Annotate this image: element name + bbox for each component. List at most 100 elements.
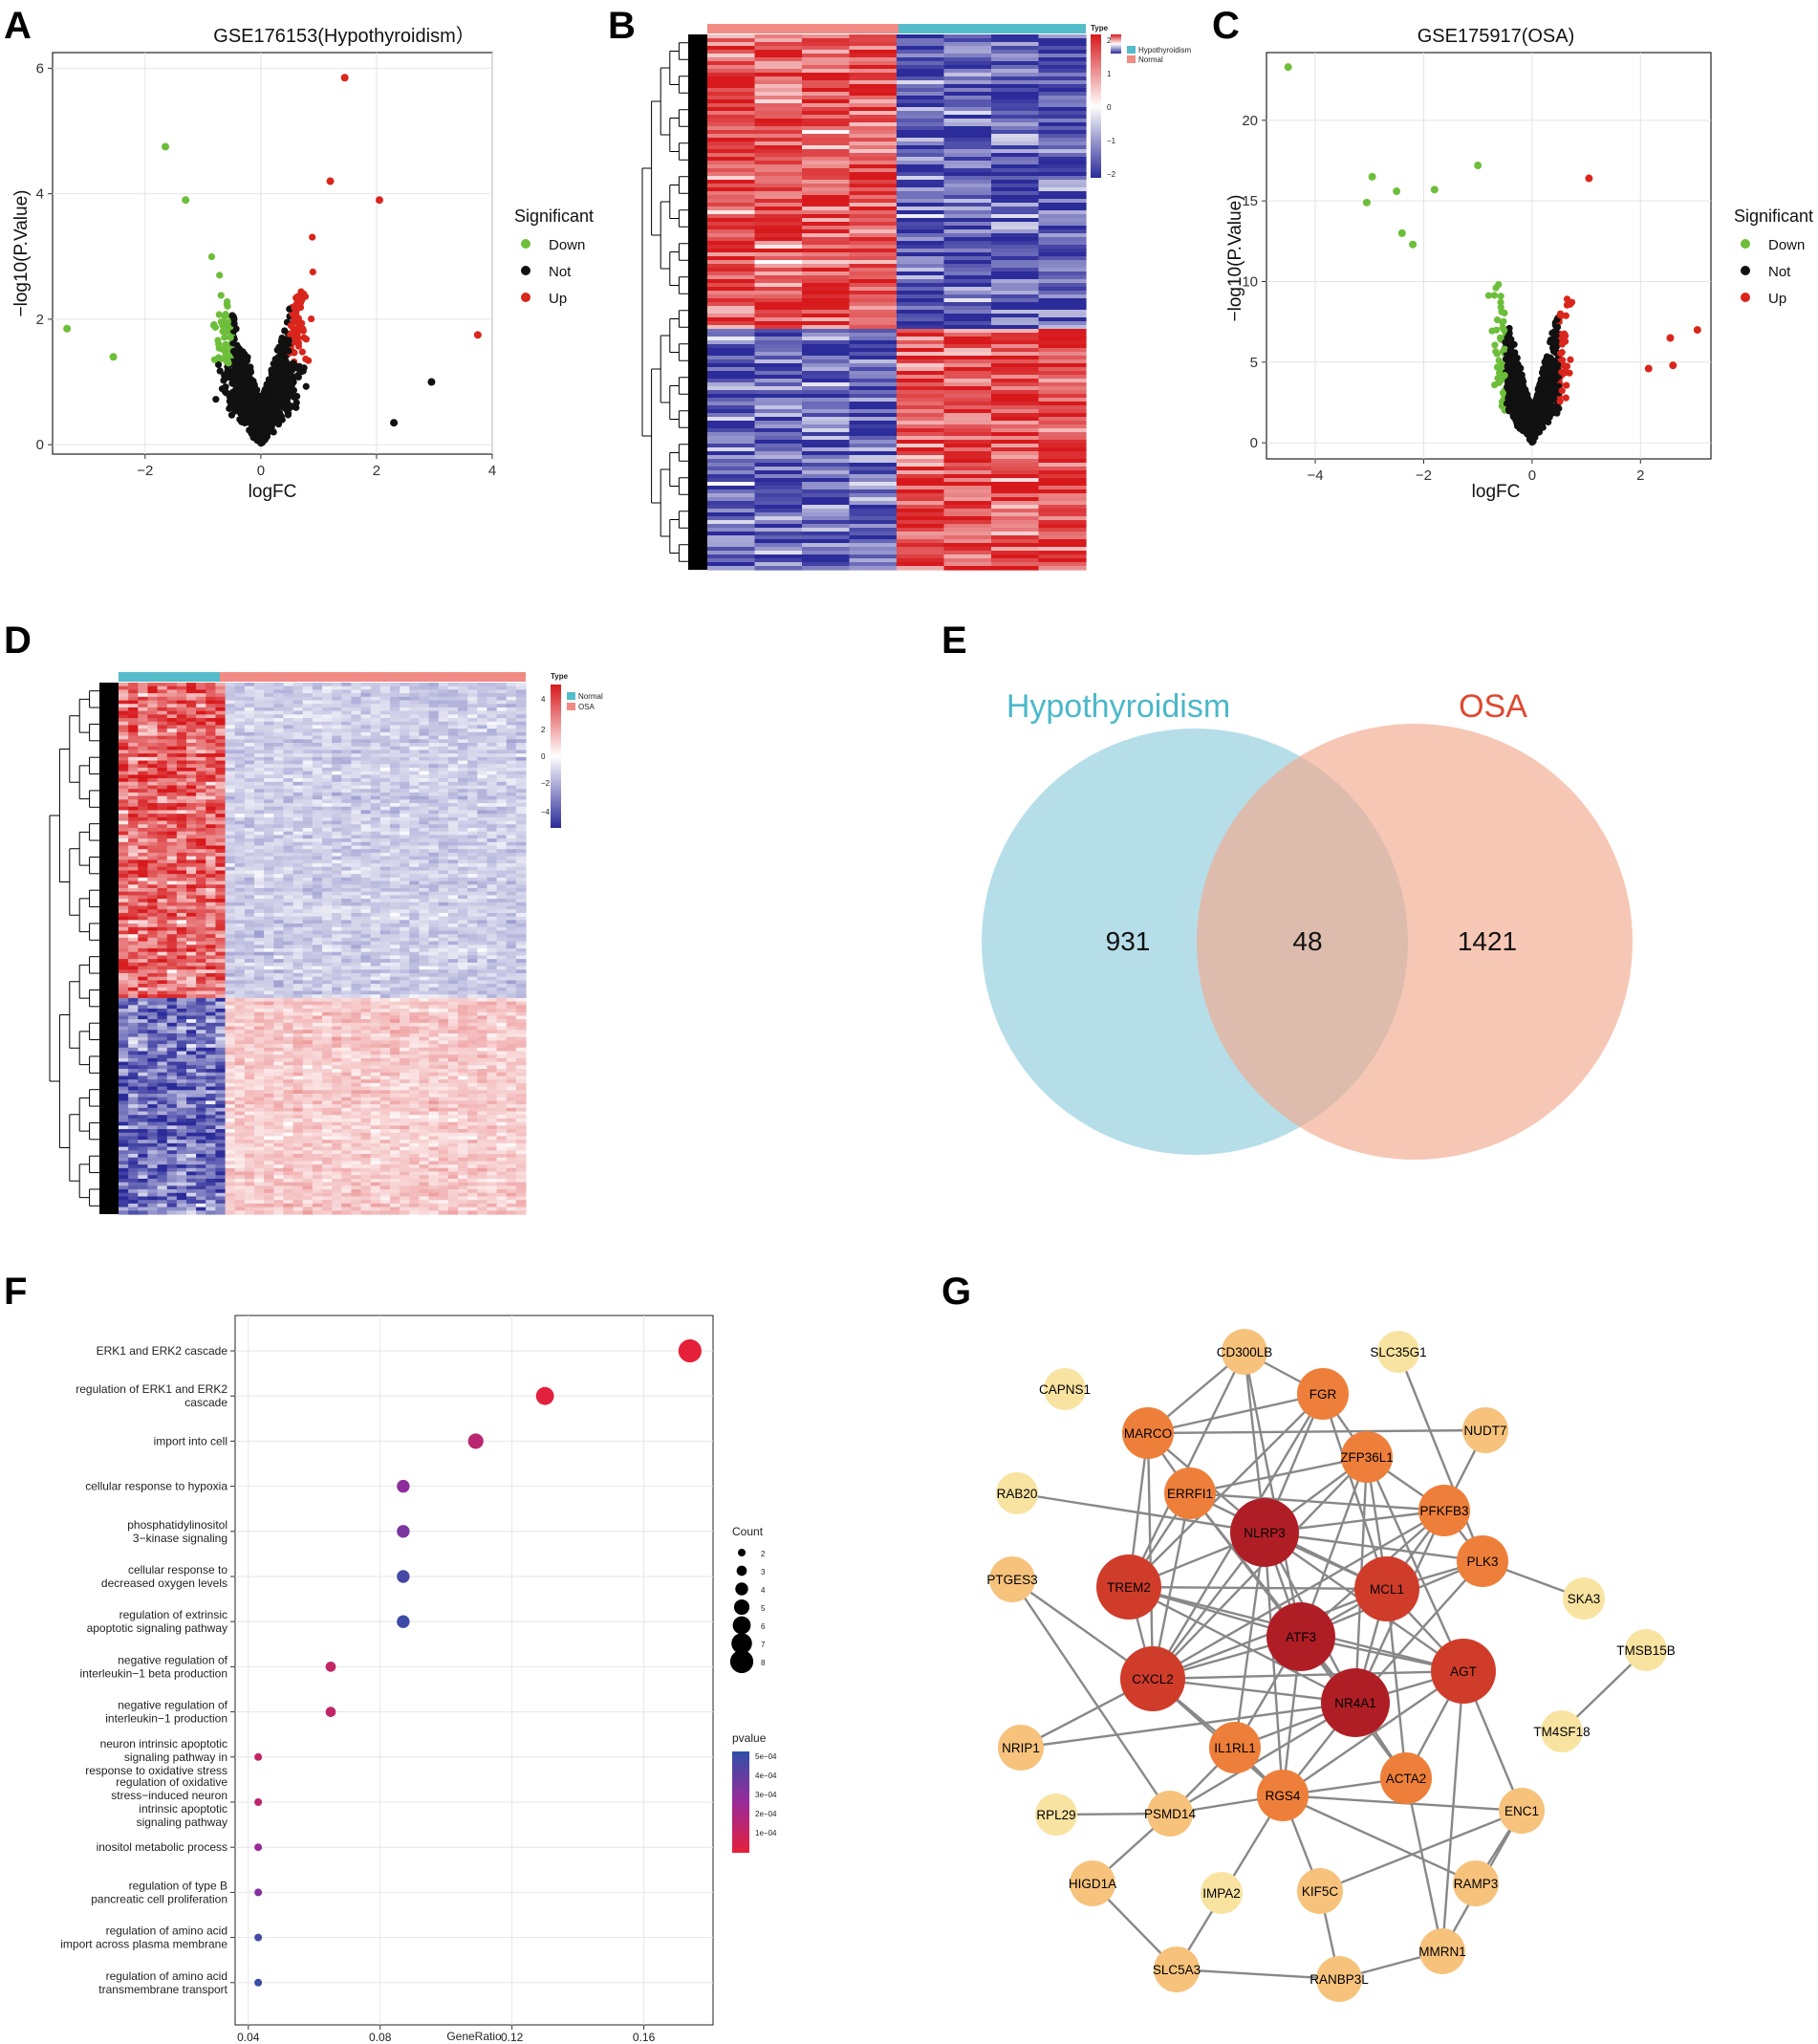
heatmap-cell (428, 710, 440, 715)
heatmap-cell (1038, 195, 1087, 200)
heatmap-cell (254, 700, 265, 705)
heatmap-cell (754, 501, 803, 506)
heatmap-cell (400, 689, 410, 694)
heatmap-cell (1038, 38, 1087, 43)
heatmap-cell (802, 268, 851, 272)
heatmap-cell (943, 375, 992, 380)
heatmap-cell (849, 298, 898, 303)
heatmap-cell (458, 731, 468, 737)
heatmap-cell (707, 497, 756, 502)
heatmap-cell (707, 382, 756, 387)
heatmap-cell (147, 710, 159, 715)
volcano-point (223, 301, 231, 309)
heatmap-cell (322, 700, 333, 705)
heatmap-cell (196, 689, 206, 694)
heatmap-cell (322, 689, 333, 694)
heatmap-cell (991, 535, 1040, 540)
heatmap-cell (1038, 164, 1087, 169)
heatmap-cell (849, 340, 898, 345)
heatmap-cell (244, 707, 255, 712)
heatmap-cell (754, 287, 803, 292)
heatmap-cell (312, 735, 323, 740)
heatmap-cell (991, 417, 1040, 422)
heatmap-cell (234, 731, 246, 737)
heatmap-cell (849, 535, 898, 540)
heatmap-cell (943, 218, 992, 223)
heatmap-cell (991, 294, 1040, 299)
heatmap-cell (1038, 207, 1087, 211)
heatmap-cell (849, 187, 898, 192)
heatmap-cell (515, 731, 527, 737)
heatmap-cell (849, 279, 898, 284)
volcano-point-down (1368, 172, 1376, 181)
volcano-point (215, 311, 223, 318)
heatmap-cell (1038, 92, 1087, 97)
heatmap-cell (943, 126, 992, 131)
heatmap-cell (849, 103, 898, 108)
heatmap-cell (225, 718, 236, 723)
heatmap-cell (332, 721, 342, 727)
heatmap-cell (292, 693, 304, 698)
volcano-point (1511, 400, 1519, 408)
heatmap-cell (991, 421, 1040, 425)
heatmap-cell (991, 107, 1040, 112)
heatmap-cell (897, 467, 945, 471)
heatmap-cell (802, 153, 851, 158)
heatmap-cell (897, 566, 945, 571)
heatmap-cell (943, 390, 992, 395)
heatmap-cell (186, 714, 197, 719)
panel-b-legend: Type Hypothyroidism Normal 2 1 0 −1 −2 (1091, 24, 1191, 179)
heatmap-cell (991, 310, 1040, 315)
heatmap-cell (707, 390, 756, 395)
heatmap-cell (991, 405, 1040, 410)
heatmap-cell (802, 337, 851, 341)
heatmap-cell (707, 141, 756, 146)
heatmap-cell (244, 696, 255, 702)
heatmap-cell (849, 168, 898, 173)
heatmap-cell (447, 735, 459, 740)
heatmap-cell (991, 153, 1040, 158)
heatmap-cell (849, 207, 898, 211)
heatmap-cell (991, 164, 1040, 169)
heatmap-cell (754, 176, 803, 181)
heatmap-cell (754, 168, 803, 173)
heatmap-cell (458, 725, 468, 729)
heatmap-cell (166, 689, 178, 694)
heatmap-cell (897, 199, 945, 204)
heatmap-cell (264, 693, 274, 698)
heatmap-cell (849, 337, 898, 341)
heatmap-cell (351, 728, 362, 733)
heatmap-cell (897, 348, 945, 353)
heatmap-cell (487, 700, 498, 705)
volcano-point (1548, 382, 1556, 390)
heatmap-cell (166, 731, 178, 737)
heatmap-cell (802, 233, 851, 238)
heatmap-cell (707, 402, 756, 406)
heatmap-cell (754, 226, 803, 230)
heatmap-cell (215, 714, 227, 719)
heatmap-cell (943, 164, 992, 169)
heatmap-cell (312, 721, 323, 727)
heatmap-cell (283, 710, 294, 715)
heatmap-cell (428, 731, 440, 737)
heatmap-cell (849, 562, 898, 567)
heatmap-cell (447, 696, 459, 702)
heatmap-cell (332, 731, 342, 737)
heatmap-cell (1038, 539, 1087, 544)
heatmap-cell (849, 195, 898, 200)
heatmap-cell (991, 337, 1040, 341)
heatmap-cell (802, 501, 851, 506)
heatmap-cell (147, 714, 159, 719)
heatmap-cell (119, 718, 129, 723)
heatmap-cell (802, 76, 851, 81)
heatmap-cell (1038, 245, 1087, 250)
heatmap-cell (707, 421, 756, 425)
heatmap-cell (802, 520, 851, 525)
heatmap-cell (515, 693, 527, 698)
heatmap-cell (849, 153, 898, 158)
heatmap-cell (264, 728, 274, 733)
heatmap-cell (802, 532, 851, 536)
heatmap-cell (477, 743, 488, 748)
heatmap-cell (897, 390, 945, 395)
heatmap-cell (273, 718, 285, 723)
